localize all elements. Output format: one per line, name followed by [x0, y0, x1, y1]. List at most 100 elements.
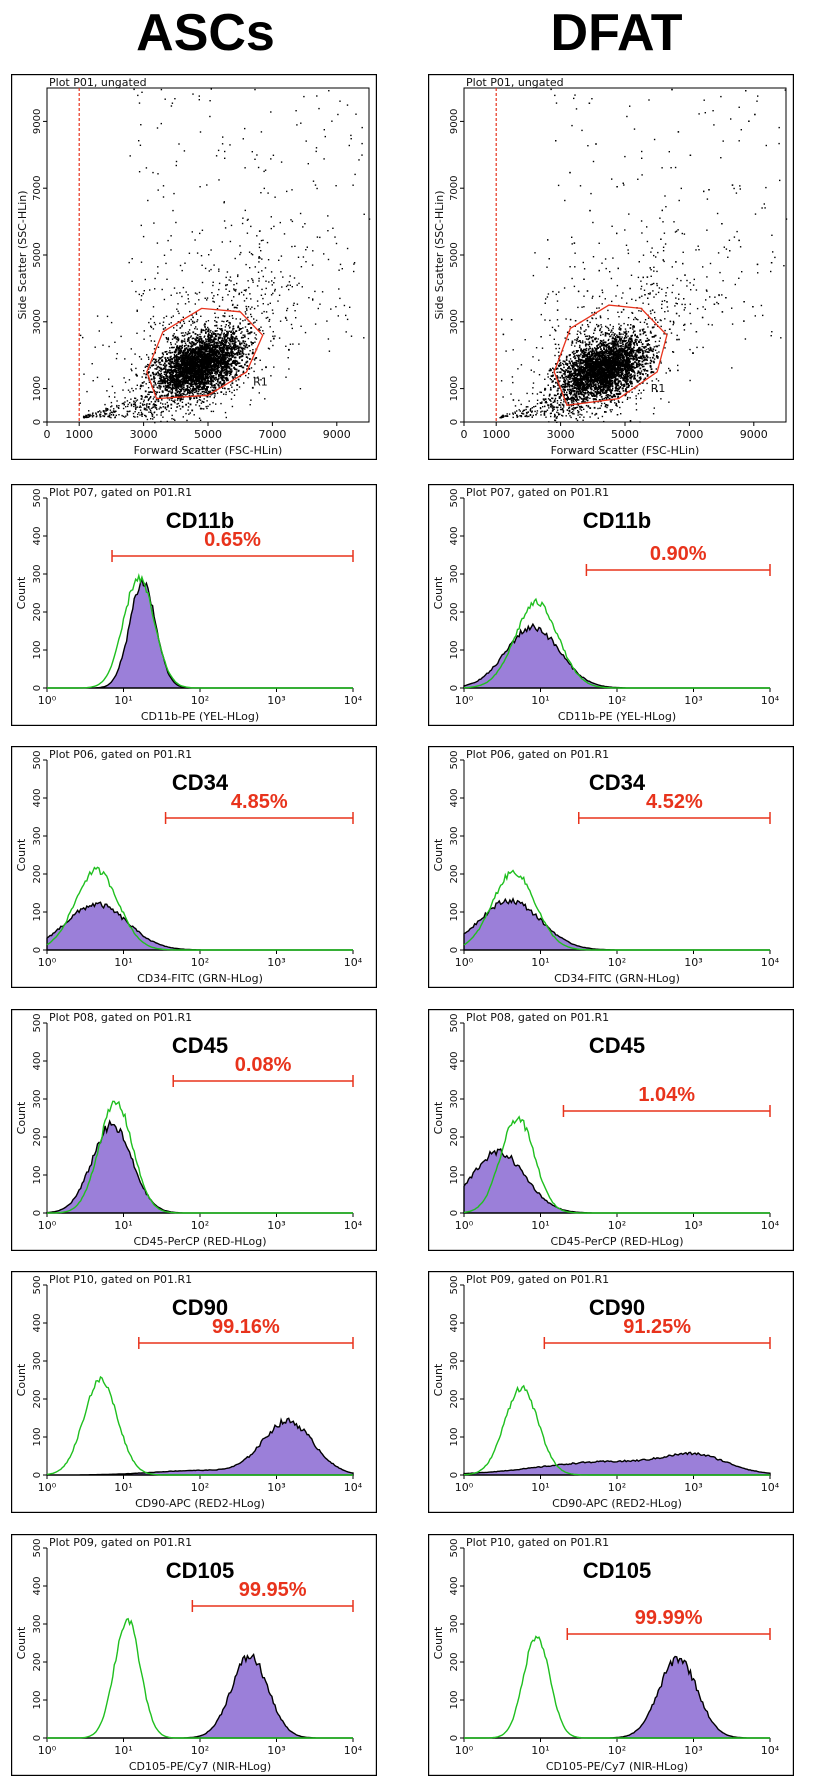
event-dot — [245, 374, 247, 377]
event-dot — [221, 339, 224, 342]
event-dot — [194, 292, 197, 294]
event-dot — [210, 249, 212, 251]
event-dot — [177, 397, 179, 400]
event-dot — [358, 159, 360, 161]
event-dot — [201, 390, 204, 393]
event-dot — [229, 368, 232, 371]
event-dot — [272, 331, 274, 333]
event-dot — [270, 375, 272, 377]
event-dot — [118, 414, 120, 416]
event-dot — [170, 235, 172, 237]
event-dot — [524, 339, 526, 341]
event-dot — [168, 379, 170, 382]
event-dot — [232, 303, 234, 306]
event-dot — [231, 343, 233, 345]
event-dot — [199, 383, 201, 385]
event-dot — [197, 355, 200, 358]
event-dot — [92, 415, 95, 417]
event-dot — [192, 372, 194, 375]
event-dot — [215, 324, 218, 327]
event-dot — [228, 352, 231, 355]
event-dot — [210, 370, 213, 373]
event-dot — [668, 401, 670, 403]
event-dot — [197, 376, 200, 379]
event-dot — [168, 381, 171, 384]
event-dot — [160, 407, 162, 409]
event-dot — [86, 390, 88, 393]
event-dot — [200, 402, 203, 404]
event-dot — [305, 140, 307, 142]
event-dot — [177, 377, 179, 380]
event-dot — [214, 347, 217, 349]
event-dot — [227, 294, 229, 296]
event-dot — [217, 294, 219, 296]
event-dot — [268, 348, 271, 350]
event-dot — [184, 364, 187, 367]
event-dot — [124, 381, 127, 384]
event-dot — [198, 338, 200, 341]
event-dot — [162, 367, 165, 370]
event-dot — [200, 339, 203, 342]
event-dot — [143, 330, 145, 332]
event-dot — [186, 333, 189, 336]
event-dot — [265, 280, 267, 282]
event-dot — [179, 372, 181, 375]
event-dot — [184, 349, 186, 352]
event-dot — [223, 202, 225, 204]
event-dot — [177, 382, 180, 384]
event-dot — [178, 376, 181, 379]
event-dot — [207, 376, 209, 379]
event-dot — [182, 359, 185, 362]
event-dot — [249, 404, 251, 406]
event-dot — [177, 336, 179, 338]
event-dot — [727, 256, 729, 258]
event-dot — [155, 368, 158, 370]
event-dot — [339, 100, 341, 102]
event-dot — [150, 418, 152, 420]
event-dot — [108, 395, 110, 398]
event-dot — [189, 369, 192, 372]
event-dot — [136, 310, 138, 312]
event-dot — [149, 367, 151, 369]
event-dot — [140, 261, 143, 263]
event-dot — [290, 323, 293, 326]
event-dot — [184, 376, 187, 379]
event-dot — [173, 401, 175, 403]
event-dot — [572, 407, 575, 409]
event-dot — [203, 398, 205, 400]
event-dot — [232, 317, 234, 319]
event-dot — [96, 315, 99, 317]
event-dot — [251, 278, 253, 280]
event-dot — [633, 378, 635, 380]
event-dot — [92, 380, 94, 382]
event-dot — [207, 390, 210, 393]
event-dot — [187, 294, 189, 296]
event-dot — [219, 364, 222, 367]
event-dot — [157, 365, 160, 368]
event-dot — [196, 359, 198, 362]
event-dot — [224, 336, 227, 338]
event-dot — [214, 316, 217, 319]
event-dot — [254, 357, 256, 360]
event-dot — [180, 389, 183, 391]
event-dot — [202, 370, 205, 373]
event-dot — [222, 333, 225, 335]
event-dot — [165, 337, 167, 339]
event-dot — [170, 377, 172, 380]
event-dot — [229, 374, 231, 377]
event-dot — [214, 358, 217, 360]
event-dot — [245, 353, 247, 356]
event-dot — [219, 370, 222, 372]
event-dot — [250, 399, 252, 401]
event-dot — [239, 328, 241, 331]
event-dot — [164, 327, 167, 329]
event-dot — [258, 256, 260, 258]
event-dot — [134, 416, 136, 418]
event-dot — [244, 340, 247, 343]
event-dot — [225, 378, 228, 381]
event-dot — [244, 348, 246, 350]
y-tick-label: 0 — [32, 419, 43, 425]
event-dot — [183, 345, 186, 348]
event-dot — [182, 379, 185, 382]
event-dot — [305, 261, 307, 263]
